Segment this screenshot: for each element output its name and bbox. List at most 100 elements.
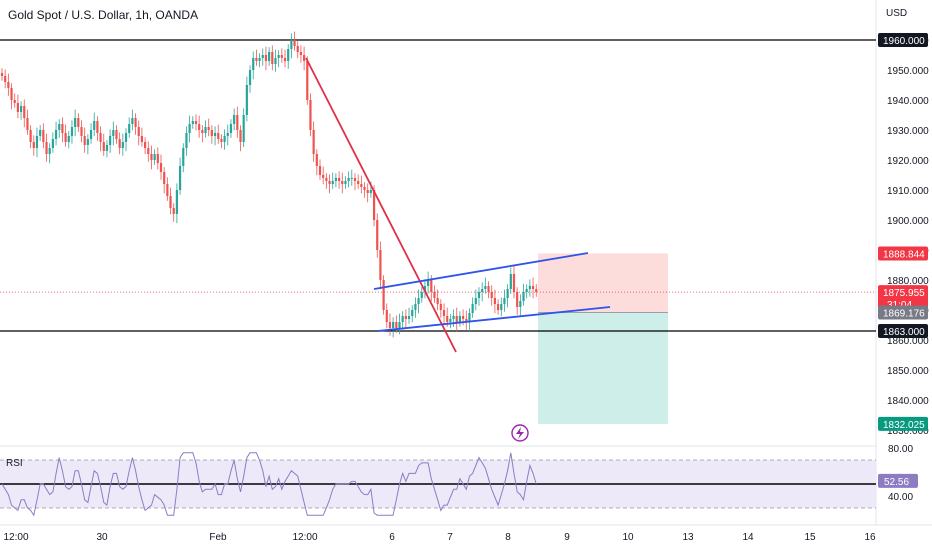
- candle-body: [51, 139, 54, 148]
- candle-body: [144, 142, 147, 148]
- candle-body: [178, 166, 182, 190]
- candle-body: [465, 319, 468, 322]
- candle-body: [226, 133, 229, 136]
- candle-body: [109, 136, 112, 145]
- price-badge-level: [878, 324, 928, 338]
- candle-body: [248, 70, 252, 85]
- candle-body: [236, 115, 239, 130]
- time-axis-labels: 12:00 30 Feb 12:00 6 7 8 9 10 13 14 15 16: [3, 532, 876, 543]
- candle-body: [35, 136, 39, 148]
- candle-body: [420, 292, 423, 298]
- candle-body: [407, 316, 411, 319]
- price-tick-label: 1920.000: [887, 156, 929, 167]
- time-tick-label: 15: [804, 532, 816, 543]
- take-profit-zone: [538, 312, 668, 424]
- candle-body: [395, 322, 398, 328]
- time-tick-label: 8: [505, 532, 511, 543]
- price-badge-entry: [878, 305, 928, 320]
- candle-body: [7, 82, 10, 88]
- price-tick-label: 1840.000: [887, 396, 929, 407]
- candle-body: [439, 304, 442, 310]
- candle-body: [506, 289, 509, 298]
- candle-body: [131, 118, 134, 124]
- candle-body: [23, 106, 26, 118]
- candle-body: [29, 130, 32, 142]
- candle-body: [115, 130, 118, 139]
- candle-body: [455, 316, 458, 322]
- candle-body: [500, 304, 503, 310]
- candle-body: [287, 49, 290, 61]
- candle-body: [357, 181, 360, 184]
- price-badge-target: [878, 416, 928, 431]
- candle-body: [194, 121, 198, 124]
- candle-body: [48, 148, 51, 154]
- candle-body: [293, 40, 296, 46]
- time-tick-label: 10: [622, 532, 634, 543]
- candle-body: [271, 52, 274, 64]
- candle-body: [140, 136, 144, 142]
- candle-body: [191, 121, 194, 124]
- time-tick-label: 6: [389, 532, 395, 543]
- candle-body: [503, 298, 506, 304]
- candle-body: [223, 136, 226, 142]
- price-tick-label: 1850.000: [887, 366, 929, 377]
- candle-body: [315, 154, 318, 166]
- rsi-tick-label: 40.00: [888, 492, 913, 503]
- candle-body: [481, 289, 484, 292]
- candle-body: [16, 103, 19, 112]
- candle-body: [487, 286, 490, 292]
- rsi-label[interactable]: RSI: [6, 458, 23, 469]
- candle-body: [341, 181, 344, 184]
- candle-body: [449, 319, 452, 322]
- candle-body: [525, 289, 528, 292]
- candle-body: [255, 58, 258, 61]
- candle-body: [442, 310, 446, 316]
- time-tick-label: 12:00: [3, 532, 28, 543]
- candle-body: [86, 139, 89, 145]
- candle-body: [306, 61, 309, 100]
- candle-body: [42, 130, 45, 142]
- candle-body: [427, 280, 430, 286]
- price-badge-label: 1863.000: [883, 327, 925, 338]
- candle-body: [77, 118, 80, 127]
- candle-body: [535, 289, 538, 292]
- candles: [0, 31, 538, 338]
- candle-body: [258, 58, 261, 61]
- price-tick-label: 1860.000: [887, 336, 929, 347]
- symbol-title[interactable]: Gold Spot / U.S. Dollar, 1h, OANDA: [8, 8, 199, 22]
- candle-body: [105, 145, 109, 151]
- candle-body: [519, 301, 522, 307]
- candle-body: [414, 304, 417, 310]
- candle-body: [512, 274, 516, 292]
- candle-body: [198, 124, 201, 130]
- candle-body: [204, 127, 207, 133]
- candle-body: [10, 88, 13, 100]
- candle-body: [477, 292, 481, 298]
- candle-body: [363, 187, 366, 190]
- candle-body: [45, 142, 48, 154]
- candle-body: [185, 133, 188, 148]
- candle-body: [124, 133, 128, 142]
- candle-body: [163, 172, 166, 184]
- candle-body: [372, 190, 376, 220]
- candle-body: [96, 121, 99, 133]
- candle-body: [474, 298, 477, 304]
- candle-body: [229, 124, 233, 133]
- candle-body: [471, 304, 474, 313]
- candle-body: [430, 280, 433, 292]
- candle-body: [102, 142, 105, 151]
- candle-body: [344, 181, 347, 184]
- candle-body: [366, 190, 369, 193]
- candle-body: [388, 322, 392, 328]
- candle-body: [369, 190, 372, 193]
- rsi-tick-label: 80.00: [888, 444, 913, 455]
- time-tick-label: 16: [864, 532, 876, 543]
- price-badge-last: [878, 285, 928, 312]
- candle-body: [528, 286, 531, 289]
- candle-body: [385, 310, 388, 322]
- candle-body: [296, 46, 299, 52]
- candle-body: [350, 178, 353, 179]
- candle-body: [283, 58, 287, 61]
- candle-body: [134, 118, 137, 127]
